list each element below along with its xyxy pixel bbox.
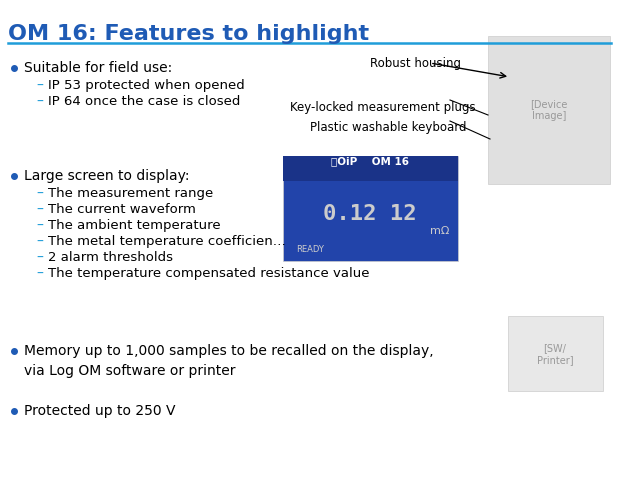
- Text: Key-locked measurement plugs: Key-locked measurement plugs: [290, 101, 475, 114]
- Text: The ambient temperature: The ambient temperature: [48, 219, 220, 232]
- Text: –: –: [36, 267, 43, 281]
- Text: Suitable for field use:: Suitable for field use:: [24, 61, 172, 75]
- Text: –: –: [36, 203, 43, 217]
- Bar: [283, 156, 458, 261]
- Text: [Device
Image]: [Device Image]: [530, 99, 568, 121]
- Bar: [488, 36, 610, 184]
- Text: The measurement range: The measurement range: [48, 187, 214, 200]
- Text: –: –: [36, 251, 43, 265]
- Text: –: –: [36, 95, 43, 109]
- Text: –: –: [36, 79, 43, 93]
- Text: 0.12 12: 0.12 12: [323, 204, 417, 224]
- Text: –: –: [36, 187, 43, 201]
- Text: Robust housing: Robust housing: [370, 57, 461, 70]
- Text: 2 alarm thresholds: 2 alarm thresholds: [48, 251, 173, 264]
- Text: –: –: [36, 219, 43, 233]
- Text: The temperature compensated resistance value: The temperature compensated resistance v…: [48, 267, 370, 280]
- Bar: [508, 316, 603, 391]
- Text: IP 64 once the case is closed: IP 64 once the case is closed: [48, 95, 240, 108]
- Text: READY: READY: [296, 245, 324, 254]
- Text: The current waveform: The current waveform: [48, 203, 196, 216]
- Text: The metal temperature coefficien…: The metal temperature coefficien…: [48, 235, 286, 248]
- Bar: [283, 156, 458, 181]
- Text: ⓄOiP    OM 16: ⓄOiP OM 16: [331, 156, 409, 166]
- Text: Plastic washable keyboard: Plastic washable keyboard: [310, 121, 467, 134]
- Text: Protected up to 250 V: Protected up to 250 V: [24, 404, 176, 418]
- Text: IP 53 protected when opened: IP 53 protected when opened: [48, 79, 245, 92]
- Text: mΩ: mΩ: [430, 226, 449, 236]
- Text: Memory up to 1,000 samples to be recalled on the display,
via Log OM software or: Memory up to 1,000 samples to be recalle…: [24, 344, 434, 377]
- Text: Large screen to display:: Large screen to display:: [24, 169, 189, 183]
- Text: [SW/
Printer]: [SW/ Printer]: [537, 343, 573, 365]
- Text: –: –: [36, 235, 43, 249]
- Text: OM 16: Features to highlight: OM 16: Features to highlight: [8, 24, 369, 44]
